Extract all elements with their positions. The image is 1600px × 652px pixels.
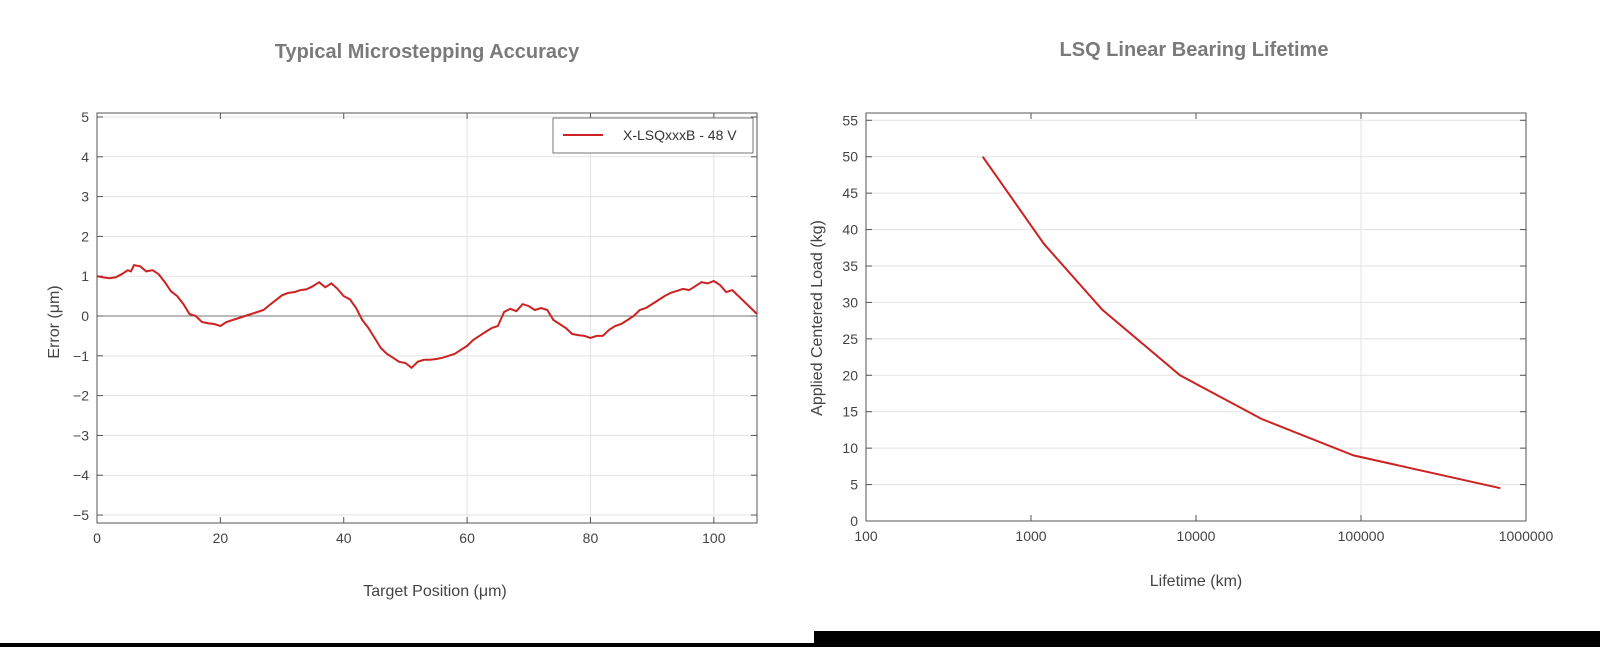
- chart2-ticks: 100 1000 10000 100000 1000000 0 5 10 15 20 25 30 35 4…: [842, 112, 1553, 544]
- bearing-lifetime-chart: LSQ Linear Bearing Lifetime 100 1000 10000…: [809, 39, 1553, 590]
- x-tick-label: 1000000: [1499, 528, 1554, 544]
- y-tick-label: 5: [850, 477, 858, 493]
- y-tick-label: 40: [842, 222, 858, 238]
- legend-label: X-LSQxxxB - 48 V: [623, 127, 737, 143]
- x-tick-label: 100: [702, 530, 726, 546]
- chart1-xlabel: Target Position (μm): [363, 583, 506, 600]
- y-tick-label: 15: [842, 404, 858, 420]
- chart2-xlabel: Lifetime (km): [1150, 573, 1242, 590]
- x-tick-label: 100: [854, 528, 878, 544]
- y-tick-label: 10: [842, 440, 858, 456]
- y-tick-label: 25: [842, 331, 858, 347]
- chart1-grid: [97, 113, 757, 523]
- bottom-bar-right: [814, 631, 1600, 647]
- chart1-legend: X-LSQxxxB - 48 V: [552, 117, 754, 154]
- y-tick-label: 5: [81, 109, 89, 125]
- y-tick-label: 3: [81, 189, 89, 205]
- y-tick-label: −4: [73, 467, 89, 483]
- y-tick-label: −2: [73, 388, 89, 404]
- y-tick-label: 1: [81, 268, 89, 284]
- bottom-rule-left: [0, 643, 814, 647]
- x-tick-label: 1000: [1015, 528, 1046, 544]
- y-tick-label: −5: [73, 507, 89, 523]
- y-tick-label: 4: [81, 149, 89, 165]
- chart1-plot-frame: [96, 112, 758, 524]
- chart1-title: Typical Microstepping Accuracy: [275, 41, 580, 63]
- chart2-title: LSQ Linear Bearing Lifetime: [1060, 39, 1329, 61]
- x-tick-label: 80: [583, 530, 599, 546]
- y-tick-label: 0: [81, 308, 89, 324]
- microstepping-chart: Typical Microstepping Accuracy 0 20 40 60 80…: [46, 41, 758, 600]
- chart2-ylabel: Applied Centered Load (kg): [809, 220, 826, 416]
- y-tick-label: 55: [842, 112, 858, 128]
- y-tick-label: 20: [842, 367, 858, 383]
- chart2-plot-frame: [865, 112, 1527, 522]
- x-tick-label: 10000: [1177, 528, 1216, 544]
- y-tick-label: 35: [842, 258, 858, 274]
- y-tick-label: −3: [73, 427, 89, 443]
- chart1-series-line: [96, 263, 758, 370]
- y-tick-label: 50: [842, 149, 858, 165]
- x-tick-label: 40: [336, 530, 352, 546]
- chart2-grid: [866, 113, 1526, 521]
- y-tick-label: −1: [73, 348, 89, 364]
- x-tick-label: 100000: [1338, 528, 1385, 544]
- chart1-ylabel: Error (μm): [46, 285, 63, 358]
- chart1-ticks: 0 20 40 60 80 100 5 4 3 2 1 0 −1 −2 −3 −4 −5: [73, 109, 757, 546]
- x-tick-label: 0: [93, 530, 101, 546]
- chart2-series-line: [981, 156, 1501, 490]
- y-tick-label: 0: [850, 513, 858, 529]
- y-tick-label: 30: [842, 294, 858, 310]
- x-tick-label: 60: [459, 530, 475, 546]
- y-tick-label: 45: [842, 185, 858, 201]
- y-tick-label: 2: [81, 228, 89, 244]
- x-tick-label: 20: [213, 530, 229, 546]
